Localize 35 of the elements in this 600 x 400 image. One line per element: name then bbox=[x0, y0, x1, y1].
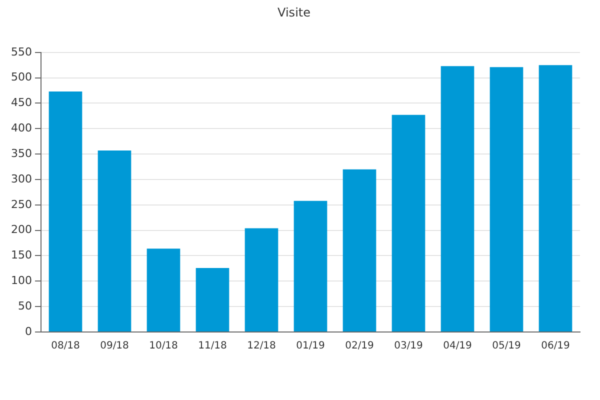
bar bbox=[342, 169, 376, 332]
y-tick-label: 0 bbox=[24, 324, 32, 338]
bar bbox=[196, 268, 230, 332]
y-tick-label: 450 bbox=[10, 96, 32, 110]
x-tick-label: 06/19 bbox=[541, 340, 570, 352]
bar bbox=[146, 248, 180, 332]
bar bbox=[538, 65, 572, 332]
bar bbox=[392, 114, 426, 332]
chart-title: Visite bbox=[278, 5, 310, 20]
y-tick-label: 150 bbox=[10, 248, 32, 262]
bar bbox=[440, 66, 474, 332]
x-tick-label: 10/18 bbox=[149, 340, 178, 352]
y-tick-label: 250 bbox=[10, 198, 32, 211]
x-tick-label: 12/18 bbox=[247, 340, 276, 352]
y-tick-label: 500 bbox=[10, 70, 32, 84]
x-tick-label: 11/18 bbox=[198, 340, 227, 352]
x-tick-label: 02/19 bbox=[345, 340, 374, 352]
bar bbox=[48, 92, 82, 332]
y-tick-label: 350 bbox=[10, 146, 32, 160]
y-tick-label: 400 bbox=[10, 122, 32, 135]
y-tick-label: 200 bbox=[10, 223, 32, 236]
x-tick-label: 08/18 bbox=[51, 340, 80, 352]
x-tick-label: 01/19 bbox=[296, 340, 325, 352]
x-tick-label: 05/19 bbox=[492, 340, 521, 352]
y-tick-label: 50 bbox=[18, 299, 32, 312]
y-tick-label: 550 bbox=[10, 45, 32, 58]
x-tick-label: 04/19 bbox=[443, 340, 472, 352]
bar bbox=[244, 228, 278, 332]
bar bbox=[98, 150, 132, 332]
y-tick-label: 100 bbox=[10, 274, 32, 288]
x-tick-label: 09/18 bbox=[100, 340, 129, 352]
bar bbox=[294, 200, 328, 332]
y-tick-label: 300 bbox=[10, 172, 32, 186]
bar bbox=[490, 67, 524, 332]
x-tick-label: 03/19 bbox=[394, 340, 423, 352]
